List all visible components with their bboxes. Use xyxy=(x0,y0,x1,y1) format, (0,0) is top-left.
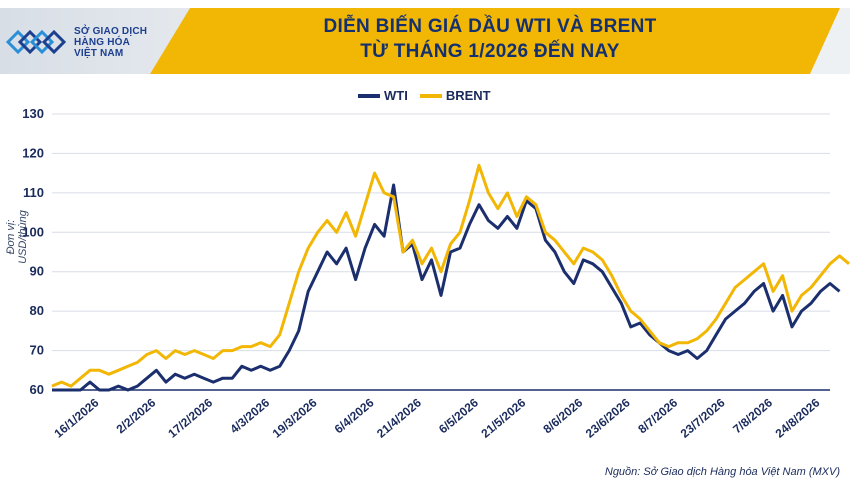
series-lines xyxy=(51,163,850,392)
legend-item-brent: BRENT xyxy=(419,88,491,103)
y-tick-label: 120 xyxy=(22,145,44,160)
series-line-wti xyxy=(52,183,841,392)
y-tick-label: 130 xyxy=(22,106,44,121)
logo-line-1: SỞ GIAO DỊCH xyxy=(74,25,148,37)
x-tick-label: 19/3/2026 xyxy=(270,395,320,440)
x-tick-label: 4/3/2026 xyxy=(227,395,272,436)
title-banner xyxy=(150,8,840,74)
y-tick-label: 60 xyxy=(30,382,44,397)
series-brent xyxy=(51,163,850,388)
x-tick-label: 7/8/2026 xyxy=(730,395,775,436)
header: SỞ GIAO DỊCH HÀNG HÓA VIỆT NAM DIỄN BIẾN… xyxy=(0,0,850,82)
y-tick-label: 100 xyxy=(22,224,44,239)
legend-label-brent: BRENT xyxy=(445,88,491,103)
mxv-logo-icon xyxy=(6,29,67,55)
x-tick-label: 21/4/2026 xyxy=(374,395,424,440)
logo-line-2: HÀNG HÓA xyxy=(74,36,131,48)
source-note: Nguồn: Sở Giao dịch Hàng hóa Việt Nam (M… xyxy=(604,466,840,478)
x-tick-label: 8/7/2026 xyxy=(635,395,680,436)
chart-title-line-2: TỪ THÁNG 1/2026 ĐẾN NAY xyxy=(360,41,620,62)
y-tick-label: 80 xyxy=(30,303,44,318)
y-tick-label: 90 xyxy=(30,264,44,279)
x-tick-label: 21/5/2026 xyxy=(478,395,528,440)
legend-swatch-wti xyxy=(358,93,380,98)
x-tick-label: 16/1/2026 xyxy=(51,395,101,440)
x-tick-label: 23/7/2026 xyxy=(678,395,728,440)
y-axis-ticks: 60 70 80 90 100 110 120 130 xyxy=(22,106,44,397)
legend: WTI BRENT xyxy=(358,88,503,103)
x-tick-label: 2/2/2026 xyxy=(114,395,159,436)
x-tick-label: 23/6/2026 xyxy=(583,395,633,440)
chart-title-line-1: DIỄN BIẾN GIÁ DẦU WTI VÀ BRENT xyxy=(323,16,657,37)
logo-line-3: VIỆT NAM xyxy=(74,47,124,59)
legend-swatch-brent xyxy=(419,93,442,98)
x-tick-label: 8/6/2026 xyxy=(540,395,585,436)
y-tick-label: 70 xyxy=(30,343,44,358)
x-tick-label: 6/5/2026 xyxy=(436,395,481,436)
legend-label-wti: WTI xyxy=(384,88,408,103)
x-tick-label: 6/4/2026 xyxy=(332,395,377,436)
legend-item-wti: WTI xyxy=(358,88,408,103)
grid xyxy=(52,113,830,391)
series-line-brent xyxy=(51,163,850,388)
logo-text: SỞ GIAO DỊCH HÀNG HÓA VIỆT NAM xyxy=(74,26,147,59)
logo: SỞ GIAO DỊCH HÀNG HÓA VIỆT NAM xyxy=(6,14,176,70)
x-axis-ticks: 16/1/2026 2/2/2026 17/2/2026 4/3/202619/3/2… xyxy=(51,395,822,440)
chart-title: DIỄN BIẾN GIÁ DẦU WTI VÀ BRENT TỪ THÁNG … xyxy=(210,14,770,64)
y-tick-label: 110 xyxy=(23,185,44,200)
line-chart: 60 70 80 90 100 110 120 130 16/1/2026 2/2/2026 17… xyxy=(22,106,850,441)
x-tick-label: 17/2/2026 xyxy=(165,395,215,440)
x-tick-label: 24/8/2026 xyxy=(773,395,823,440)
series-wti xyxy=(51,183,841,392)
